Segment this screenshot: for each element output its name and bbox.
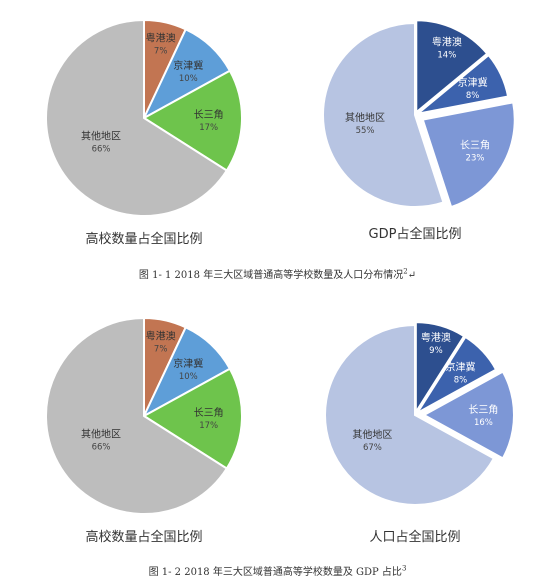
slice-value-label: 10% bbox=[179, 74, 198, 84]
pie-slice-长三角 bbox=[142, 367, 243, 470]
chart-title: 人口占全国比例 bbox=[369, 529, 460, 545]
paragraph-mark: ↵ bbox=[407, 270, 417, 281]
slice-label: 京津冀 bbox=[445, 360, 475, 373]
slice-value-label: 66% bbox=[92, 443, 111, 453]
slice-label: 长三角 bbox=[468, 404, 498, 416]
slice-value-label: 16% bbox=[474, 418, 493, 428]
slice-label: 粤港澳 bbox=[421, 331, 451, 344]
slice-label: 粤港澳 bbox=[146, 329, 176, 342]
slice-label: 长三角 bbox=[460, 139, 490, 151]
slice-value-label: 17% bbox=[199, 421, 218, 431]
figure-caption-1-text: 图 1- 1 2018 年三大区域普通高等学校数量及人口分布情况 bbox=[138, 270, 404, 281]
slice-label: 其他地区 bbox=[81, 428, 121, 441]
pie-slice-粤港澳 bbox=[415, 19, 489, 115]
pie-slice-京津冀 bbox=[416, 335, 498, 414]
slice-value-label: 7% bbox=[154, 46, 168, 56]
chart-title: 高校数量占全国比例 bbox=[85, 529, 202, 545]
slice-value-label: 67% bbox=[363, 443, 382, 453]
pie-slice-其他地区 bbox=[45, 316, 229, 515]
pie-slice-粤港澳 bbox=[414, 321, 466, 416]
figure-caption-1: 图 1- 1 2018 年三大区域普通高等学校数量及人口分布情况2↵ bbox=[0, 266, 555, 281]
pie-chart-3: 粤港澳 7% 京津冀 10% 长三角 17% 其他地区 66% 高校数量占全国比例 bbox=[45, 316, 243, 545]
pie-slice-长三角 bbox=[142, 69, 243, 172]
slice-label: 粤港澳 bbox=[432, 35, 462, 48]
pie-chart-2: 粤港澳 14% 京津冀 8% 长三角 23% 其他地区 55% GDP占全国比例 bbox=[322, 19, 516, 242]
pie-slice-长三角 bbox=[421, 101, 516, 209]
slice-label: 粤港澳 bbox=[146, 31, 176, 44]
slice-value-label: 7% bbox=[154, 344, 168, 354]
slice-label: 长三角 bbox=[194, 407, 224, 419]
pie-slice-长三角 bbox=[421, 370, 515, 460]
pie-slice-其他地区 bbox=[324, 323, 496, 506]
slice-value-label: 9% bbox=[429, 346, 443, 356]
figure-caption-1-footnote: 2 bbox=[403, 267, 408, 276]
slice-value-label: 23% bbox=[466, 153, 485, 163]
slice-value-label: 55% bbox=[356, 126, 375, 136]
slice-value-label: 8% bbox=[466, 91, 480, 101]
slice-label: 京津冀 bbox=[173, 357, 203, 370]
pie-slice-其他地区 bbox=[45, 18, 229, 217]
slice-value-label: 14% bbox=[437, 50, 456, 60]
slice-label: 其他地区 bbox=[81, 130, 121, 143]
pie-slice-其他地区 bbox=[322, 21, 445, 208]
slice-label: 京津冀 bbox=[173, 59, 203, 72]
slice-value-label: 10% bbox=[179, 372, 198, 382]
chart-title: 高校数量占全国比例 bbox=[85, 231, 202, 247]
figure-caption-2: 图 1- 2 2018 年三大区域普通高等学校数量及 GDP 占比3 bbox=[0, 563, 555, 578]
pie-chart-1: 粤港澳 7% 京津冀 10% 长三角 17% 其他地区 66% 高校数量占全国比例 bbox=[45, 18, 243, 247]
chart-title: GDP占全国比例 bbox=[369, 226, 462, 242]
pie-slice-京津冀 bbox=[417, 53, 510, 115]
slice-label: 其他地区 bbox=[352, 428, 392, 441]
pie-chart-4: 粤港澳 9%京津冀 8% 长三角 16% 其他地区 67% 人口占全国比例 bbox=[324, 321, 515, 545]
slice-label: 长三角 bbox=[194, 109, 224, 121]
slice-value-label: 17% bbox=[199, 123, 218, 133]
slice-value-label: 66% bbox=[92, 145, 111, 155]
figure-caption-2-text: 图 1- 2 2018 年三大区域普通高等学校数量及 GDP 占比 bbox=[148, 567, 402, 578]
slice-label: 其他地区 bbox=[345, 111, 385, 124]
slice-label: 京津冀 bbox=[458, 76, 488, 89]
figure-caption-2-footnote: 3 bbox=[401, 564, 407, 573]
slice-value-label: 8% bbox=[454, 375, 468, 385]
